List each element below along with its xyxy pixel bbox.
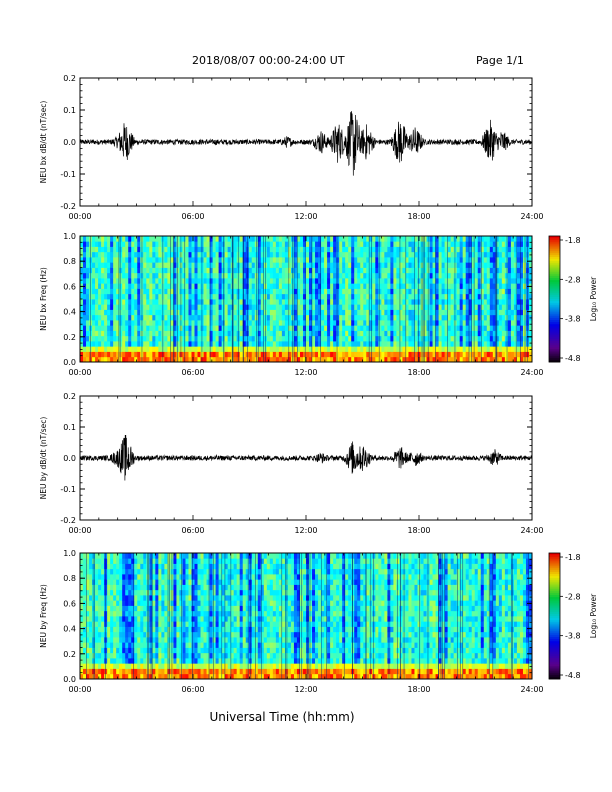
x-tick-label: 12:00 (294, 526, 317, 535)
y-tick-label: 0.4 (63, 308, 76, 317)
y-tick-label: 0.0 (63, 358, 76, 367)
y-tick-label: 0.6 (63, 282, 76, 291)
x-tick-label: 24:00 (520, 368, 543, 377)
y-tick-label: 0.6 (63, 599, 76, 608)
x-tick-label: 18:00 (407, 685, 430, 694)
y-tick-label: 0.0 (63, 675, 76, 684)
spectrogram-by (80, 553, 533, 680)
y-tick-label: 0.8 (63, 257, 76, 266)
panel-1: 0.2 0.1 0.0 -0.1 -0.2 NEU bx dB/dt (nT/sec) 00… (39, 74, 544, 221)
y-tick-label: 0.2 (63, 333, 76, 342)
colorbar-tick-label: -4.8 (565, 354, 581, 363)
x-tick-label: 06:00 (181, 526, 204, 535)
colorbar-2: -1.8 -2.8 -3.8 -4.8 Log₁₀ Power (548, 552, 598, 680)
x-tick-label: 18:00 (407, 526, 430, 535)
y-axis-label: NEU by Freq (Hz) (39, 584, 48, 648)
colorbar-label: Log₁₀ Power (589, 276, 598, 321)
y-tick-label: 0.1 (63, 423, 76, 432)
x-tick-label: 24:00 (520, 685, 543, 694)
y-tick-label: 0.4 (63, 625, 76, 634)
y-tick-label: -0.1 (60, 485, 76, 494)
y-tick-label: -0.1 (60, 170, 76, 179)
x-tick-label: 12:00 (294, 368, 317, 377)
colorbar-tick-label: -2.8 (565, 275, 581, 284)
x-tick-label: 00:00 (68, 368, 91, 377)
x-axis-label: Universal Time (hh:mm) (209, 710, 354, 724)
y-tick-label: -0.2 (60, 202, 76, 211)
y-axis-label: NEU by dB/dt (nT/sec) (39, 417, 48, 500)
colorbar-tick-label: -1.8 (565, 236, 581, 245)
x-tick-label: 06:00 (181, 368, 204, 377)
colorbar-tick-label: -3.8 (565, 632, 581, 641)
x-tick-label: 00:00 (68, 685, 91, 694)
y-tick-label: -0.2 (60, 516, 76, 525)
x-tick-label: 18:00 (407, 212, 430, 221)
colorbar-tick-label: -3.8 (565, 315, 581, 324)
x-tick-label: 12:00 (294, 212, 317, 221)
x-tick-label: 06:00 (181, 212, 204, 221)
x-tick-label: 24:00 (520, 526, 543, 535)
y-tick-label: 1.0 (63, 549, 76, 558)
y-tick-label: 0.0 (63, 138, 76, 147)
x-tick-label: 06:00 (181, 685, 204, 694)
colorbar-tick-label: -1.8 (565, 553, 581, 562)
colorbar-tick-label: -4.8 (565, 671, 581, 680)
colorbar-1: -1.8 -2.8 -3.8 -4.8 Log₁₀ Power (548, 235, 598, 363)
colorbar-label: Log₁₀ Power (589, 593, 598, 638)
plot-title: 2018/08/07 00:00-24:00 UT (192, 54, 345, 67)
x-tick-label: 00:00 (68, 526, 91, 535)
panel-2: 1.0 0.8 0.6 0.4 0.2 0.0 NEU bx Freq (Hz) 00:00 0… (39, 232, 544, 377)
x-tick-label: 24:00 (520, 212, 543, 221)
y-axis-label: NEU bx Freq (Hz) (39, 267, 48, 331)
y-axis-label: NEU bx dB/dt (nT/sec) (39, 101, 48, 184)
y-tick-label: 0.2 (63, 74, 76, 83)
y-tick-label: 0.1 (63, 106, 76, 115)
spectrogram-bx (80, 236, 533, 363)
y-tick-label: 0.2 (63, 392, 76, 401)
colorbar-tick-label: -2.8 (565, 592, 581, 601)
trace-bx (79, 110, 533, 176)
trace-by (79, 434, 533, 481)
y-tick-label: 0.2 (63, 650, 76, 659)
panel-3: 0.2 0.1 0.0 -0.1 -0.2 NEU by dB/dt (nT/sec) 00… (39, 392, 544, 535)
x-tick-label: 12:00 (294, 685, 317, 694)
y-tick-label: 0.0 (63, 454, 76, 463)
y-tick-label: 0.8 (63, 574, 76, 583)
panel-4: 1.0 0.8 0.6 0.4 0.2 0.0 NEU by Freq (Hz) 00:00 0… (39, 549, 544, 694)
x-tick-label: 18:00 (407, 368, 430, 377)
y-tick-label: 1.0 (63, 232, 76, 241)
page-indicator: Page 1/1 (476, 54, 524, 67)
x-tick-label: 00:00 (68, 212, 91, 221)
